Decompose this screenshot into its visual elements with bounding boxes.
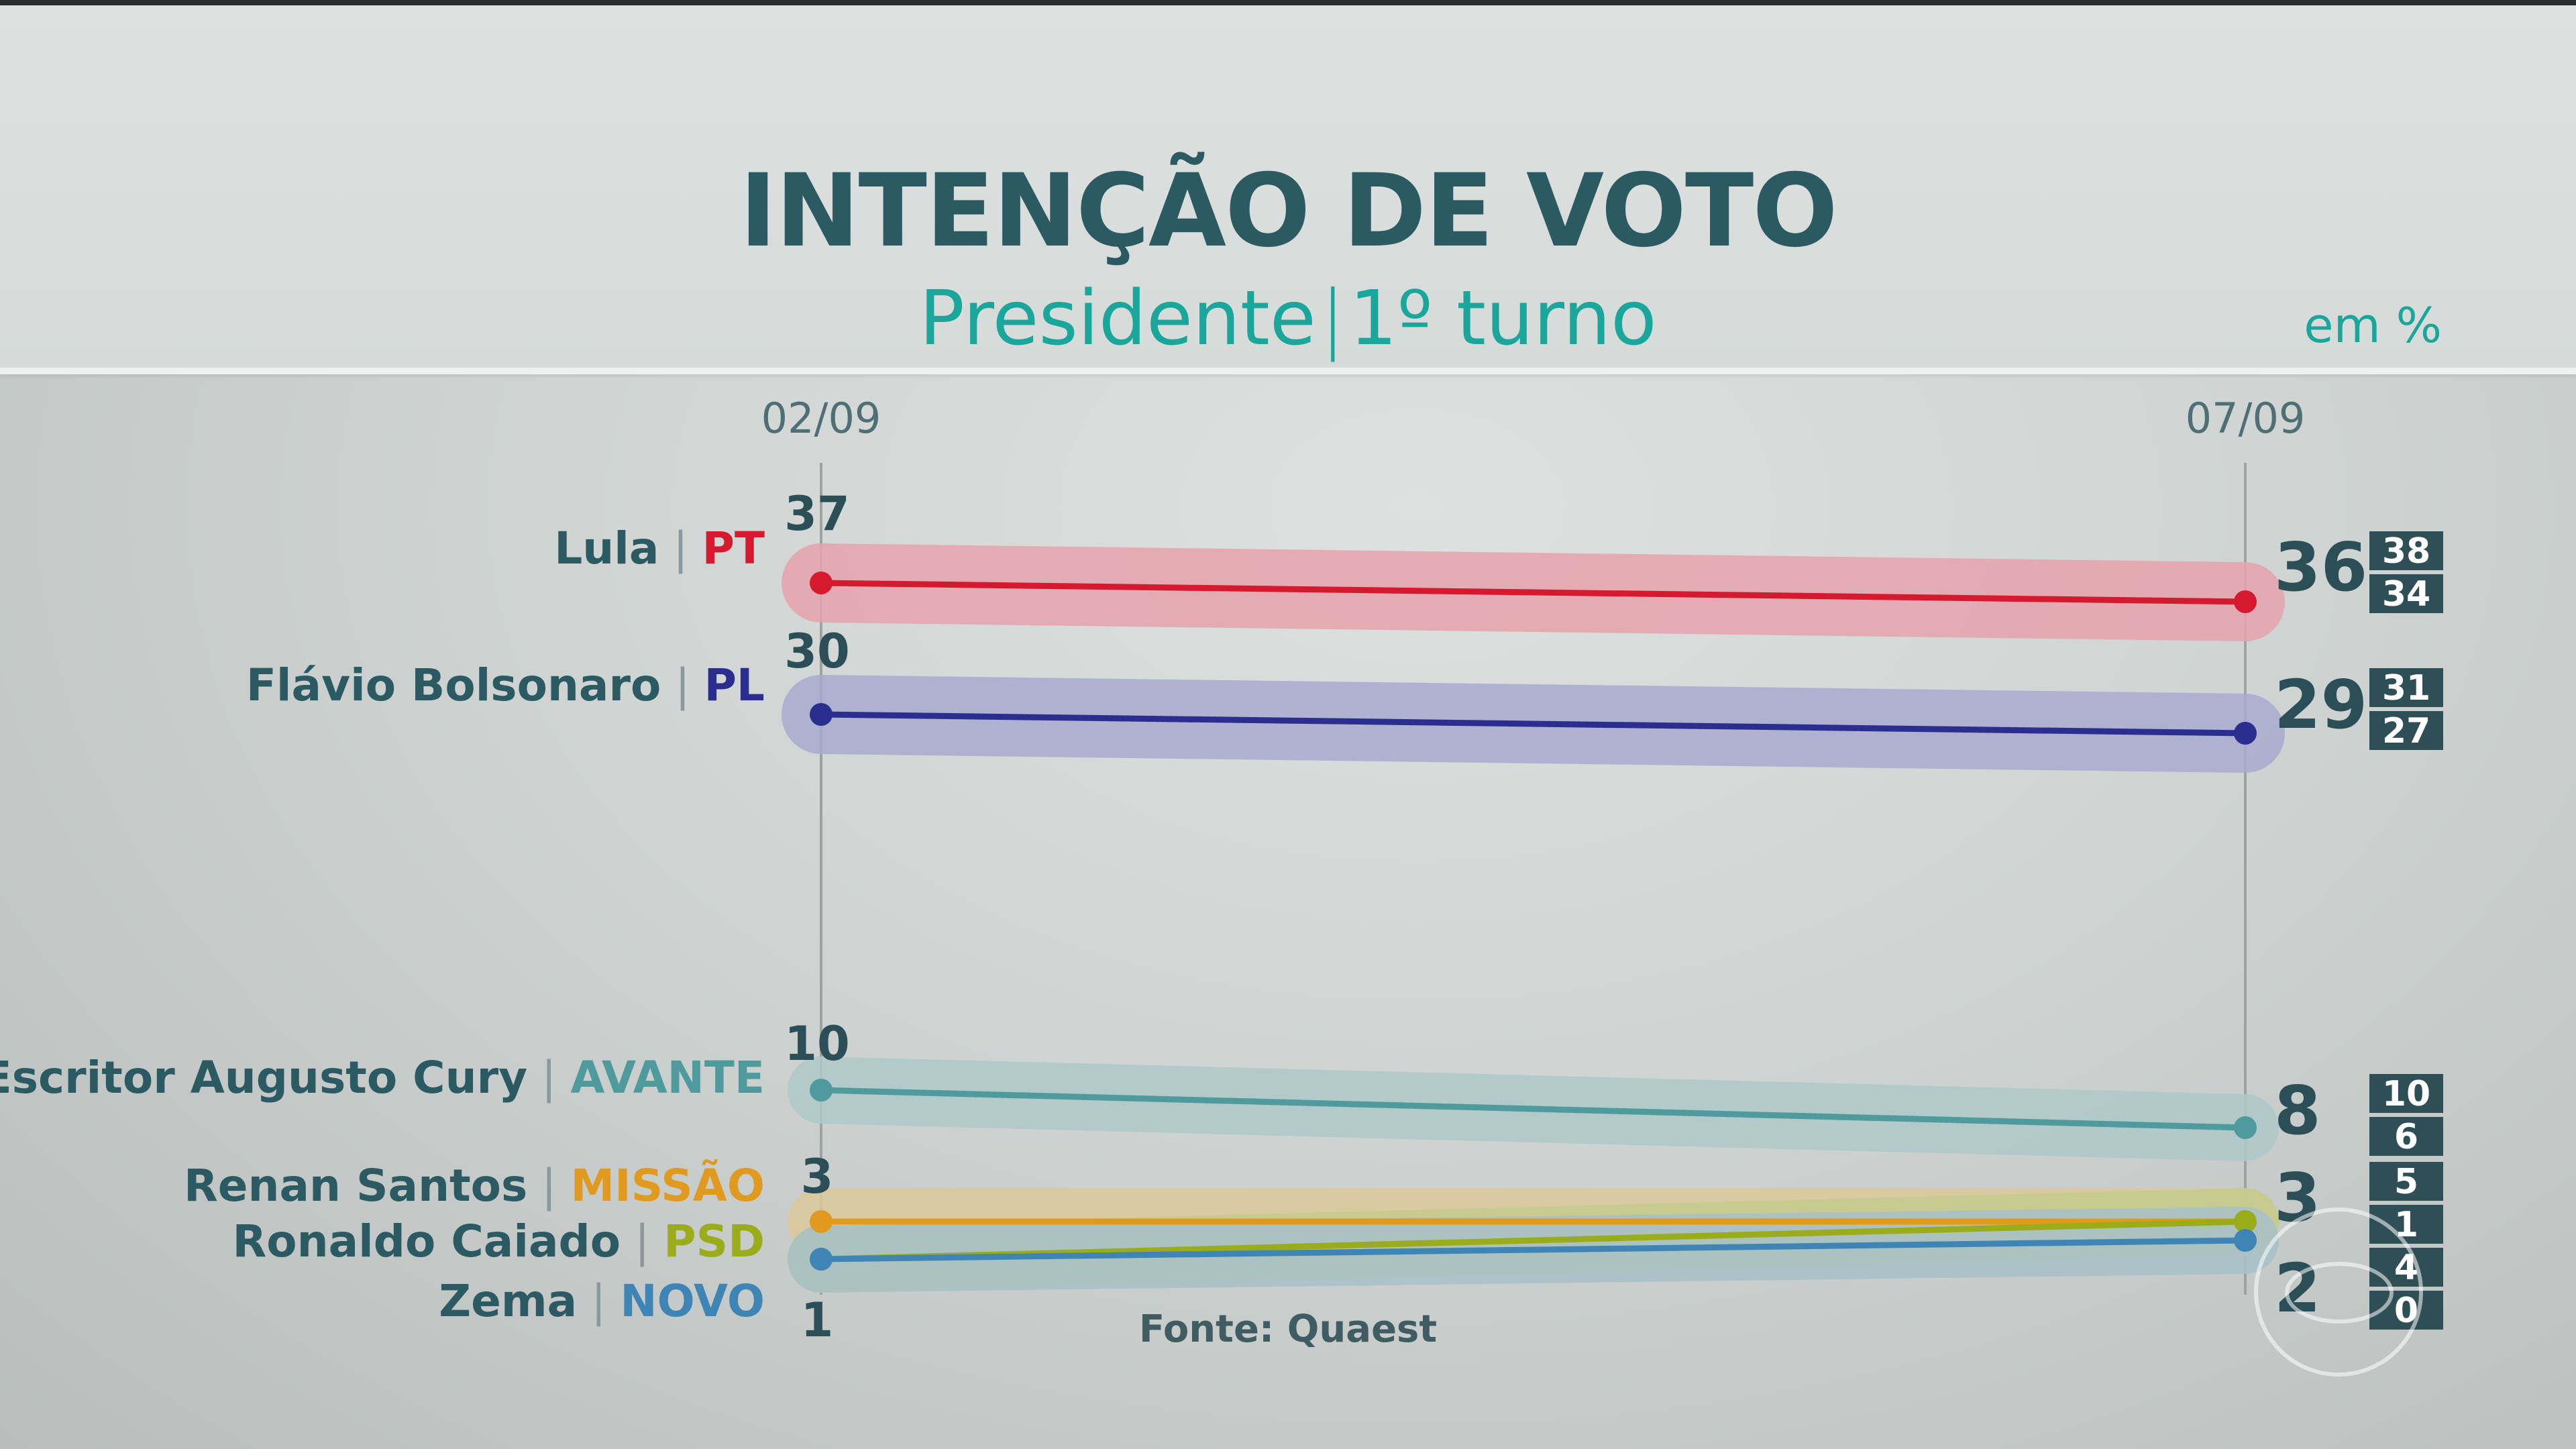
chart-title: INTENÇÃO DE VOTO (739, 153, 1838, 270)
range-value-0-1: 34 (2382, 574, 2430, 614)
data-point-start-1 (810, 703, 833, 726)
data-point-end-4 (2234, 1210, 2257, 1233)
candidate-name: Renan Santos (184, 1160, 527, 1212)
party-name: PL (704, 659, 765, 711)
party-name: PSD (663, 1216, 765, 1267)
party-name: NOVO (620, 1275, 765, 1327)
series-line-2 (818, 1087, 2249, 1131)
candidate-label-4: Ronaldo Caiado | PSD (232, 1216, 765, 1267)
range-value-1-1: 27 (2382, 711, 2430, 751)
range-box-0-0 (2369, 531, 2443, 570)
source-label: Fonte: Quaest (1139, 1307, 1437, 1351)
series-line-4 (818, 1218, 2249, 1263)
candidate-label-3: Renan Santos | MISSÃO (184, 1159, 765, 1212)
candidate-name: Lula (554, 523, 659, 574)
end-value-label-0: 36 (2274, 528, 2367, 606)
start-value-label-2: 10 (784, 1016, 849, 1071)
candidate-name: Escritor Augusto Cury (0, 1052, 527, 1104)
data-point-start-0 (810, 572, 833, 594)
range-box-2-1 (2369, 1117, 2443, 1156)
subtitle-separator: | (1320, 275, 1346, 362)
start-value-label-3: 3 (801, 1149, 834, 1204)
range-value-2-0: 10 (2382, 1074, 2430, 1114)
label-separator: | (527, 1052, 570, 1104)
subtitle-round: 1º turno (1349, 275, 1657, 362)
range-value-3-0: 5 (2394, 1162, 2418, 1202)
data-point-end-2 (2234, 1116, 2257, 1139)
range-value-1-0: 31 (2382, 668, 2430, 708)
candidate-label-2: Escritor Augusto Cury | AVANTE (0, 1052, 765, 1104)
broadcaster-logo (2254, 1208, 2423, 1377)
top-bar (0, 0, 2576, 5)
party-name: AVANTE (570, 1052, 765, 1104)
label-separator: | (661, 659, 704, 711)
range-box-1-1 (2369, 711, 2443, 750)
start-value-label-1: 30 (784, 624, 849, 679)
label-separator: | (621, 1216, 663, 1267)
candidate-name: Flávio Bolsonaro (246, 659, 661, 711)
data-point-start-3 (810, 1210, 833, 1233)
subtitle-office: Presidente (919, 275, 1316, 362)
data-point-end-0 (2234, 590, 2257, 613)
start-value-label-5: 1 (801, 1293, 834, 1348)
candidate-label-1: Flávio Bolsonaro | PL (246, 659, 765, 711)
label-separator: | (577, 1275, 620, 1327)
unit-label: em % (2304, 297, 2442, 354)
chart-subtitle: Presidente|1º turno (0, 272, 2576, 366)
range-box-0-1 (2369, 574, 2443, 613)
label-separator: | (659, 523, 702, 574)
x-tick-label: 07/09 (2186, 394, 2306, 443)
range-value-2-1: 6 (2394, 1117, 2418, 1157)
end-value-label-2: 8 (2274, 1071, 2321, 1150)
end-value-label-1: 29 (2274, 665, 2367, 744)
candidate-name: Ronaldo Caiado (232, 1216, 621, 1267)
series-line-5 (818, 1237, 2249, 1263)
range-value-0-0: 38 (2382, 531, 2430, 572)
range-box-1-0 (2369, 668, 2443, 707)
title-band (0, 5, 2576, 368)
series-line-1 (818, 711, 2249, 737)
series-line-0 (818, 580, 2249, 605)
party-name: MISSÃO (570, 1159, 765, 1212)
candidate-label-0: Lula | PT (554, 523, 765, 574)
start-value-label-0: 37 (784, 486, 849, 541)
party-name: PT (702, 523, 765, 574)
title-divider (0, 368, 2576, 374)
range-box-2-0 (2369, 1074, 2443, 1113)
candidate-name: Zema (439, 1275, 577, 1327)
candidate-label-5: Zema | NOVO (439, 1275, 765, 1327)
data-point-start-5 (810, 1248, 833, 1271)
data-point-end-1 (2234, 722, 2257, 745)
data-point-start-2 (810, 1079, 833, 1102)
range-box-3-0 (2369, 1162, 2443, 1201)
label-separator: | (527, 1160, 570, 1212)
data-point-end-5 (2234, 1229, 2257, 1252)
x-tick-label: 02/09 (761, 394, 881, 443)
